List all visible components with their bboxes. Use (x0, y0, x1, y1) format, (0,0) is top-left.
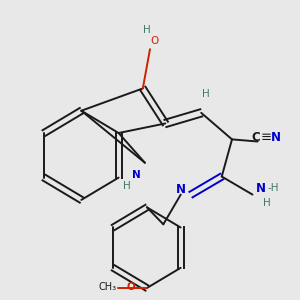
Text: ≡: ≡ (260, 131, 272, 144)
Text: O: O (126, 282, 135, 292)
Text: N: N (256, 182, 266, 195)
Text: H: H (263, 198, 271, 208)
Text: O: O (150, 36, 158, 46)
Text: H: H (143, 25, 151, 35)
Text: C: C (251, 131, 260, 144)
Text: CH₃: CH₃ (99, 282, 117, 292)
Text: H: H (123, 181, 130, 191)
Text: N: N (132, 170, 141, 181)
Text: N: N (271, 131, 281, 144)
Text: H: H (202, 89, 210, 99)
Text: -H: -H (267, 183, 279, 193)
Text: N: N (176, 183, 186, 196)
